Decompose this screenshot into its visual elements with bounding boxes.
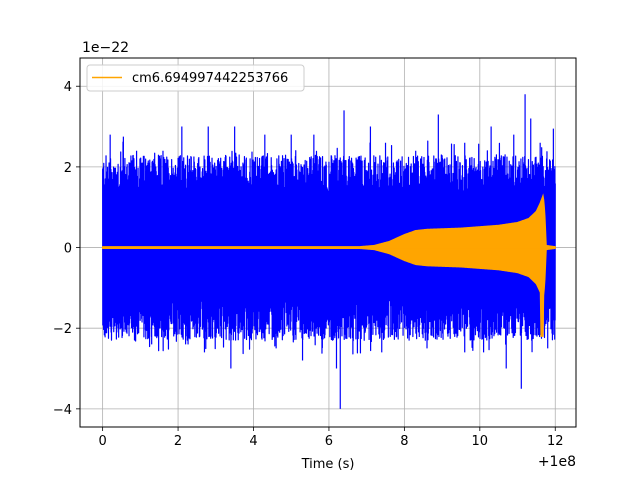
legend-entry-label: cm6.694997442253766 bbox=[132, 71, 288, 86]
x-tick-label: 8 bbox=[400, 434, 408, 449]
y-scale-label: 1e−22 bbox=[82, 40, 129, 56]
plot-area bbox=[102, 94, 556, 409]
x-tick-label: 0 bbox=[98, 434, 106, 449]
y-tick-label: 2 bbox=[64, 161, 72, 176]
x-tick-label: 10 bbox=[472, 434, 489, 449]
x-tick-label: 12 bbox=[547, 434, 564, 449]
legend: cm6.694997442253766 bbox=[86, 64, 305, 92]
y-tick-label: 4 bbox=[64, 80, 72, 95]
x-offset-label: +1e8 bbox=[538, 454, 576, 470]
y-tick-label: −2 bbox=[53, 322, 72, 337]
axes-frame bbox=[79, 57, 577, 428]
axis-ticks: 0 2 4 6 8 10 12 −4 −2 0 2 4 bbox=[53, 80, 564, 449]
x-axis-label: Time (s) bbox=[301, 457, 355, 472]
series-orange-chirp-line bbox=[102, 193, 556, 337]
y-tick-label: 0 bbox=[64, 242, 72, 257]
x-tick-label: 4 bbox=[249, 434, 257, 449]
y-tick-label: −4 bbox=[53, 403, 72, 418]
series-blue-noise-line bbox=[102, 94, 556, 409]
x-tick-label: 2 bbox=[174, 434, 182, 449]
x-tick-label: 6 bbox=[325, 434, 333, 449]
legend-box bbox=[86, 64, 305, 92]
